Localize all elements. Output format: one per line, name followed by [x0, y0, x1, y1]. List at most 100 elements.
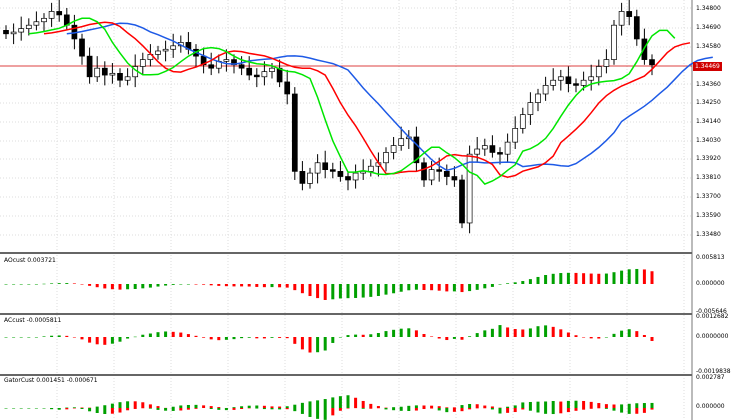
- ac-bottom: -0.0019838: [696, 368, 731, 375]
- gator-lower-bar: [407, 408, 411, 411]
- ac-bar: [642, 335, 646, 337]
- candle-body: [352, 172, 359, 181]
- ao-bar: [88, 284, 92, 286]
- ao-bar: [331, 284, 335, 300]
- price-tick: 1.34690: [696, 24, 721, 31]
- candle-body: [618, 11, 625, 26]
- gator-upper-bar: [12, 408, 16, 409]
- ac-zero: 0.0000000: [696, 333, 729, 340]
- gator-lower-bar: [262, 408, 266, 410]
- gator-upper-bar: [376, 406, 380, 408]
- gator-lower-bar: [224, 408, 228, 411]
- ao-bar: [255, 284, 259, 287]
- ao-bar: [574, 272, 578, 284]
- candle-body: [25, 24, 32, 29]
- candle-body: [79, 38, 85, 57]
- ao-bar: [148, 284, 152, 288]
- ao-top: 0.005813: [696, 254, 725, 261]
- gator-lower-bar: [544, 408, 548, 414]
- gator-upper-bar: [635, 403, 639, 408]
- price-tick: 1.33480: [696, 231, 721, 238]
- ao-bar: [498, 284, 502, 285]
- gator-lower-bar: [612, 408, 616, 411]
- ac-bar: [126, 337, 130, 339]
- gator-lower-bar: [460, 408, 464, 412]
- candle-body: [56, 11, 63, 16]
- gator-lower-bar: [285, 408, 289, 410]
- ac-bar: [384, 331, 388, 337]
- ao-bar: [551, 273, 555, 284]
- ao-bar: [452, 284, 456, 292]
- ao-bar: [414, 284, 418, 290]
- ao-bar: [544, 275, 548, 284]
- ao-bar: [528, 279, 532, 284]
- candle-body: [269, 67, 275, 72]
- gator-lower-bar: [42, 408, 46, 409]
- gator-upper-bar: [650, 402, 654, 408]
- gator-upper-bar: [308, 401, 312, 408]
- gator-upper-bar: [354, 397, 358, 408]
- gator-lower-bar: [498, 408, 502, 414]
- ao-bar: [361, 284, 365, 298]
- candle-body: [421, 162, 427, 181]
- ao-bar: [521, 281, 525, 284]
- ao-bar: [209, 284, 213, 286]
- candle-body: [246, 67, 253, 76]
- gator-lower-bar: [521, 408, 525, 410]
- ao-bar: [34, 284, 38, 285]
- ao-bar: [300, 284, 304, 294]
- ao-bar: [460, 284, 464, 293]
- gator-lower-bar: [57, 408, 61, 410]
- ao-bar: [110, 284, 114, 290]
- gator-upper-bar: [620, 404, 624, 408]
- gator-lower-bar: [110, 408, 114, 414]
- ao-bar: [323, 284, 327, 300]
- gator-zero: 0.000000: [696, 403, 725, 410]
- gator-lower-bar: [164, 408, 168, 411]
- ac-bar: [437, 337, 441, 339]
- price-tick: 1.33920: [696, 155, 721, 162]
- gator-upper-bar: [217, 407, 221, 408]
- gator-lower-bar: [179, 408, 183, 411]
- candle-body: [466, 153, 473, 224]
- gator-lower-bar: [650, 408, 654, 410]
- ao-bar: [604, 273, 608, 284]
- ac-bar: [88, 337, 92, 343]
- gator-lower-bar: [620, 408, 624, 413]
- gator-upper-bar: [65, 407, 69, 409]
- candle-body: [519, 114, 526, 129]
- ao-bar: [232, 284, 236, 287]
- ao-bar: [407, 284, 411, 291]
- gator-lower-bar: [627, 408, 631, 414]
- gator-upper-bar: [156, 406, 160, 408]
- candle-body: [284, 81, 291, 95]
- candle-body: [383, 152, 389, 164]
- ao-bar: [635, 268, 639, 284]
- gator-lower-bar: [490, 408, 494, 410]
- ac-bar: [407, 328, 411, 337]
- gator-lower-bar: [316, 408, 320, 419]
- ac-bar: [110, 337, 114, 344]
- candle-body: [33, 21, 40, 26]
- candle-body: [94, 67, 101, 78]
- ac-bar: [72, 337, 76, 338]
- ao-bar: [202, 284, 206, 285]
- gator-lower-bar: [430, 408, 434, 409]
- ac-bar: [34, 337, 38, 338]
- ac-bar: [240, 337, 244, 339]
- ac-bar: [50, 335, 54, 337]
- ac-label: ACcust -0.0005811: [4, 317, 62, 324]
- ac-bar: [95, 337, 99, 345]
- gator-upper-bar: [422, 405, 426, 408]
- ac-bar: [475, 333, 479, 337]
- gator-lower-bar: [133, 408, 137, 409]
- gator-lower-bar: [528, 408, 532, 411]
- ao-bar: [597, 273, 601, 284]
- gator-upper-bar: [506, 406, 510, 408]
- ao-bar: [620, 270, 624, 284]
- gator-upper-bar: [475, 404, 479, 408]
- gator-top: 0.002787: [696, 374, 725, 381]
- ac-bar: [300, 337, 304, 350]
- gator-upper-bar: [186, 404, 190, 408]
